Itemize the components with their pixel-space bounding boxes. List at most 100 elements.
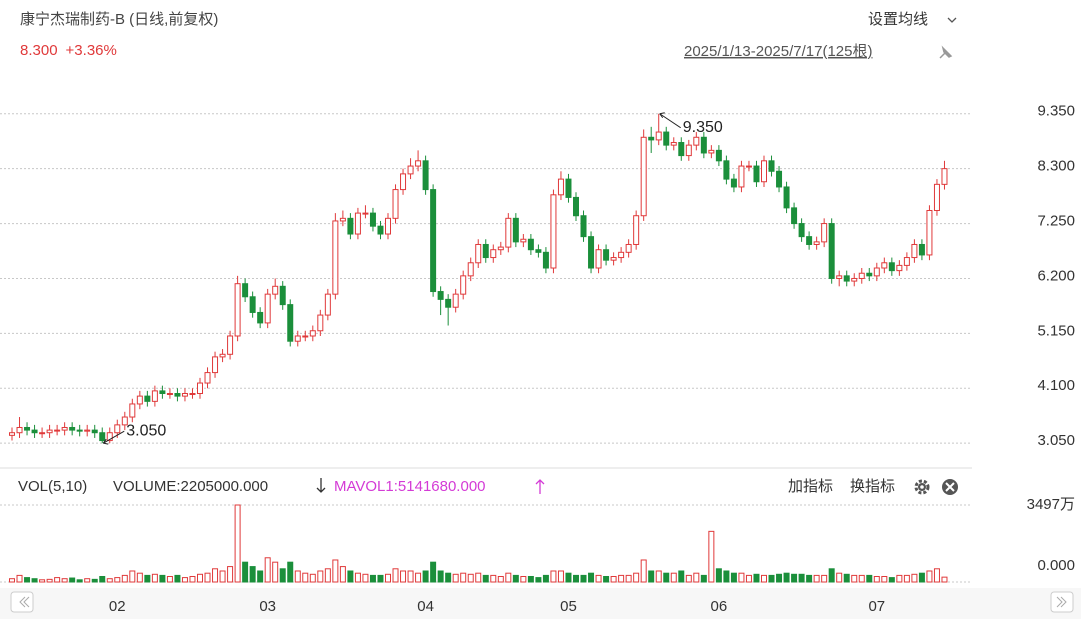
volume-bar	[212, 568, 219, 583]
volume-bar	[415, 572, 422, 583]
switch-indicator[interactable]: 换指标	[850, 478, 895, 495]
volume-bar	[99, 575, 106, 583]
candle-body	[685, 144, 692, 157]
volume-bar	[753, 573, 760, 583]
volume-bar	[776, 573, 783, 583]
candle-body	[242, 283, 249, 298]
y-tick-label: 4.100	[1037, 377, 1075, 394]
candle-body	[828, 223, 835, 279]
candle-body	[813, 241, 820, 245]
volume-bar	[377, 574, 384, 583]
volume-bar	[54, 577, 61, 583]
volume-bar	[467, 573, 474, 583]
candle-body	[24, 426, 31, 431]
volume-bar	[422, 570, 429, 583]
candle-body	[166, 393, 173, 396]
volume-bar	[257, 570, 264, 583]
volume-bar	[806, 574, 813, 583]
y-tick-label: 9.350	[1037, 103, 1075, 120]
candle-body	[768, 160, 775, 172]
volume-bar	[151, 573, 158, 583]
x-tick-label: 04	[417, 598, 434, 615]
candle-body	[941, 168, 948, 185]
volume-bar	[535, 577, 542, 583]
add-indicator[interactable]: 加指标	[788, 478, 833, 495]
scroll-left[interactable]	[10, 591, 34, 613]
candle-body	[573, 196, 579, 217]
candle-body	[866, 272, 873, 277]
volume-bar	[678, 570, 685, 583]
chevron[interactable]	[947, 17, 957, 23]
volume-bar	[512, 574, 519, 583]
candle-body	[723, 160, 730, 180]
volume-bar	[791, 573, 798, 583]
volume-bar	[84, 578, 91, 583]
down-arrow	[316, 478, 326, 493]
candle-body	[888, 262, 895, 272]
candle-body	[407, 165, 414, 175]
volume-bar	[580, 574, 587, 583]
volume-bar	[475, 572, 482, 583]
volume-bar	[136, 572, 143, 583]
volume-title: VOL(5,10)	[18, 478, 87, 495]
volume-tick-label: 3497万	[1027, 496, 1075, 513]
annotation-label: 3.050	[126, 422, 166, 439]
x-tick-label: 07	[868, 598, 885, 615]
candle-body	[858, 272, 865, 279]
volume-bar	[91, 578, 98, 583]
volume-bar	[761, 574, 767, 583]
candle-body	[467, 262, 474, 277]
candle-body	[279, 285, 286, 306]
volume-bar	[69, 577, 76, 583]
volume-bar	[294, 570, 301, 583]
volume-tick-label: 0.000	[1037, 557, 1075, 574]
candle-body	[430, 189, 437, 293]
volume-bar	[445, 572, 452, 583]
pin-icon[interactable]	[939, 45, 953, 59]
candle-body	[851, 277, 858, 282]
volume-bar	[618, 574, 625, 583]
candle-body	[437, 291, 444, 300]
candle-body	[648, 136, 655, 141]
volume-bar	[648, 570, 655, 583]
candle-body	[264, 293, 271, 324]
candle-body	[873, 267, 880, 277]
candle-body	[445, 298, 452, 308]
volume-bar	[881, 575, 888, 583]
volume-bar	[663, 572, 670, 583]
volume-bar	[873, 575, 880, 583]
candle-body	[798, 223, 805, 238]
candle-body	[663, 131, 670, 146]
volume-bar	[610, 575, 617, 583]
volume-bar	[347, 570, 354, 583]
candle-body	[550, 194, 557, 269]
volume-bar	[738, 572, 745, 583]
date-range: 2025/1/13-2025/7/17(125根)	[684, 43, 872, 60]
close-icon[interactable]	[942, 479, 958, 495]
volume-bar	[174, 574, 181, 583]
scroll-right[interactable]	[1050, 591, 1074, 613]
candle-body	[482, 243, 489, 259]
candle-body	[490, 249, 497, 259]
volume-bar	[362, 573, 369, 583]
volume-bar	[31, 578, 38, 583]
ma-settings[interactable]: 设置均线	[868, 11, 928, 28]
candle-body	[309, 330, 316, 337]
volume-bar	[452, 573, 459, 583]
time-axis-bar	[0, 588, 1081, 619]
volume-bar	[588, 572, 595, 583]
volume-bar	[821, 574, 828, 583]
candle-body	[475, 243, 482, 264]
volume-bar	[723, 570, 730, 583]
candle-body	[392, 189, 399, 219]
candle-body	[836, 275, 843, 279]
volume-bar	[106, 578, 113, 583]
gear-icon[interactable]	[914, 479, 930, 495]
candle-body	[377, 225, 384, 235]
volume-bar	[505, 572, 512, 583]
mavol-value: MAVOL1:5141680.000	[334, 478, 486, 495]
candle-body	[129, 403, 136, 418]
volume-bar	[302, 572, 309, 583]
volume-bar	[332, 559, 339, 583]
